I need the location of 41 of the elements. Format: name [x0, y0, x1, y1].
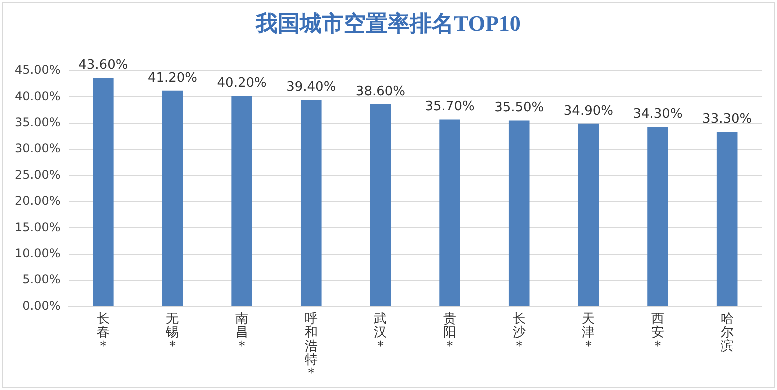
data-label: 35.70%	[425, 100, 475, 115]
data-label: 40.20%	[217, 76, 267, 92]
x-tick-label: 无锡*	[165, 312, 180, 354]
bar	[508, 120, 530, 306]
x-tick-label: 南昌*	[236, 312, 249, 354]
data-label: 38.60%	[356, 84, 406, 100]
y-tick-label: 20.00%	[14, 194, 61, 208]
data-label: 34.90%	[564, 104, 614, 119]
x-tick-label: 哈尔滨	[720, 312, 734, 354]
bar	[232, 96, 252, 306]
data-label: 35.50%	[494, 100, 544, 116]
x-tick-label: 呼和浩特*	[304, 312, 318, 382]
x-tick-label: 贵阳*	[444, 312, 457, 354]
y-tick-label: 0.00%	[22, 298, 61, 313]
data-label: 33.30%	[702, 112, 752, 128]
bar	[648, 127, 668, 306]
y-tick-label: 25.00%	[14, 168, 61, 182]
y-tick-label: 45.00%	[14, 63, 61, 78]
y-tick-label: 5.00%	[22, 272, 61, 287]
y-tick-label: 10.00%	[14, 246, 61, 260]
x-tick-label: 长春*	[96, 312, 110, 354]
y-tick-label: 15.00%	[14, 220, 61, 234]
y-tick-label: 40.00%	[14, 89, 61, 104]
bar	[578, 124, 600, 306]
x-tick-label: 天津*	[582, 312, 596, 354]
x-tick-label: 西安*	[652, 312, 665, 354]
bar	[716, 132, 738, 306]
y-tick-label: 35.00%	[14, 116, 61, 130]
x-tick-label: 武汉*	[374, 312, 388, 354]
data-label: 41.20%	[148, 70, 198, 86]
chart-title: 我国城市空置率排名TOP10	[254, 10, 522, 38]
bar	[162, 90, 184, 306]
x-tick-label: 长沙*	[512, 312, 526, 354]
bar	[93, 78, 114, 306]
bar	[440, 120, 460, 306]
bar	[300, 100, 322, 306]
y-tick-label: 30.00%	[14, 142, 61, 156]
data-label: 34.30%	[633, 106, 683, 122]
bar	[370, 104, 392, 306]
data-label: 39.40%	[286, 80, 336, 96]
data-label: 43.60%	[78, 58, 128, 74]
